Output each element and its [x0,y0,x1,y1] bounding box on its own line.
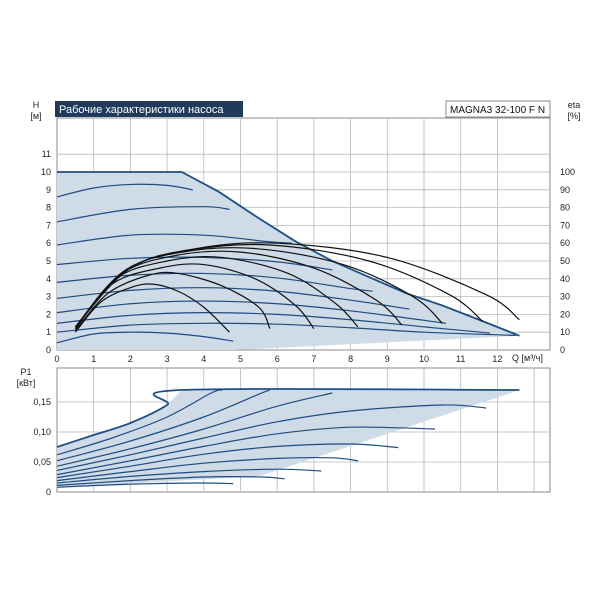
power-y-tick-label: 0,05 [33,457,51,467]
power-y-unit: [кВт] [17,378,36,388]
head-curve [56,233,292,246]
head-x-tick-label: 4 [201,354,206,364]
power-curve [56,426,436,476]
head-x-tick-label: 2 [128,354,133,364]
head-x-tick-label: 8 [348,354,353,364]
power-y-tick-label: 0,15 [33,397,51,407]
eta-y-unit: [%] [567,111,580,121]
power-curve [56,389,271,462]
head-y-tick-label: 10 [41,167,51,177]
chart-title: Рабочие характеристики насоса [59,104,224,116]
head-x-tick-label: 6 [275,354,280,364]
power-curve [56,392,333,467]
head-curve [56,272,373,292]
efficiency-curve [74,283,230,333]
power-curve [56,443,399,479]
head-x-tick-label: 1 [91,354,96,364]
head-y-unit: [м] [30,111,41,121]
head-curve [56,183,193,198]
head-y-tick-label: 4 [46,274,51,284]
head-x-tick-label: 9 [385,354,390,364]
head-curve [56,312,491,334]
head-curve [56,300,447,324]
head-x-tick-label: 0 [54,354,59,364]
head-y-label: H [33,100,40,110]
eta-y-tick-label: 100 [560,167,575,177]
head-x-tick-label: 10 [419,354,429,364]
eta-y-tick-label: 0 [560,345,565,355]
head-y-tick-label: 8 [46,203,51,213]
power-curve [56,482,234,488]
power-curve [56,389,223,456]
eta-y-tick-label: 30 [560,292,570,302]
eta-y-tick-label: 60 [560,238,570,248]
efficiency-curve [74,271,271,331]
head-y-tick-label: 7 [46,220,51,230]
eta-y-tick-label: 90 [560,185,570,195]
power-curve [56,404,487,471]
head-x-tick-label: 5 [238,354,243,364]
head-curve [56,322,516,336]
head-y-tick-label: 6 [46,238,51,248]
head-x-tick-label: 11 [456,354,465,364]
eta-y-tick-label: 50 [560,256,570,266]
head-y-tick-label: 5 [46,256,51,266]
eta-y-tick-label: 10 [560,327,570,337]
head-curve [56,206,230,223]
head-y-tick-label: 3 [46,292,51,302]
head-x-tick-label: 12 [492,354,502,364]
head-y-tick-label: 9 [46,185,51,195]
head-x-label: Q [м³/ч] [512,353,543,363]
power-curve [56,456,359,482]
power-plot-frame [56,367,551,493]
eta-y-tick-label: 70 [560,220,570,230]
head-y-tick-label: 2 [46,309,51,319]
power-curve [56,476,285,486]
head-y-tick-label: 0 [46,345,51,355]
head-plot-area: 0 1 2 3 4 5 6 7 8 9 10 11 12012345678910110102030405… [41,118,575,364]
eta-y-tick-label: 80 [560,203,570,213]
eta-y-label: eta [568,100,581,110]
head-y-tick-label: 1 [46,327,51,337]
power-plot-area: 0 0,05 0,10 0,15 [33,368,550,497]
model-box [445,100,551,118]
head-curve [56,256,333,271]
head-operating-envelope [57,172,520,350]
eta-y-tick-label: 20 [560,309,570,319]
head-x-tick-label: 7 [311,354,316,364]
eta-y-tick-label: 40 [560,274,570,284]
power-y-tick-label: 0 [46,487,51,497]
efficiency-curve [74,243,484,328]
power-y-label: P1 [20,367,31,377]
power-curve [56,468,322,484]
head-y-tick-label: 11 [42,149,51,159]
model-label: MAGNA3 32-100 F N [450,105,545,116]
efficiency-curve [74,247,443,328]
head-curve [56,331,234,344]
power-curve [56,387,520,448]
head-x-tick-label: 3 [165,354,170,364]
efficiency-curve [74,242,520,328]
power-y-tick-label: 0,10 [33,427,51,437]
title-background [55,101,243,117]
